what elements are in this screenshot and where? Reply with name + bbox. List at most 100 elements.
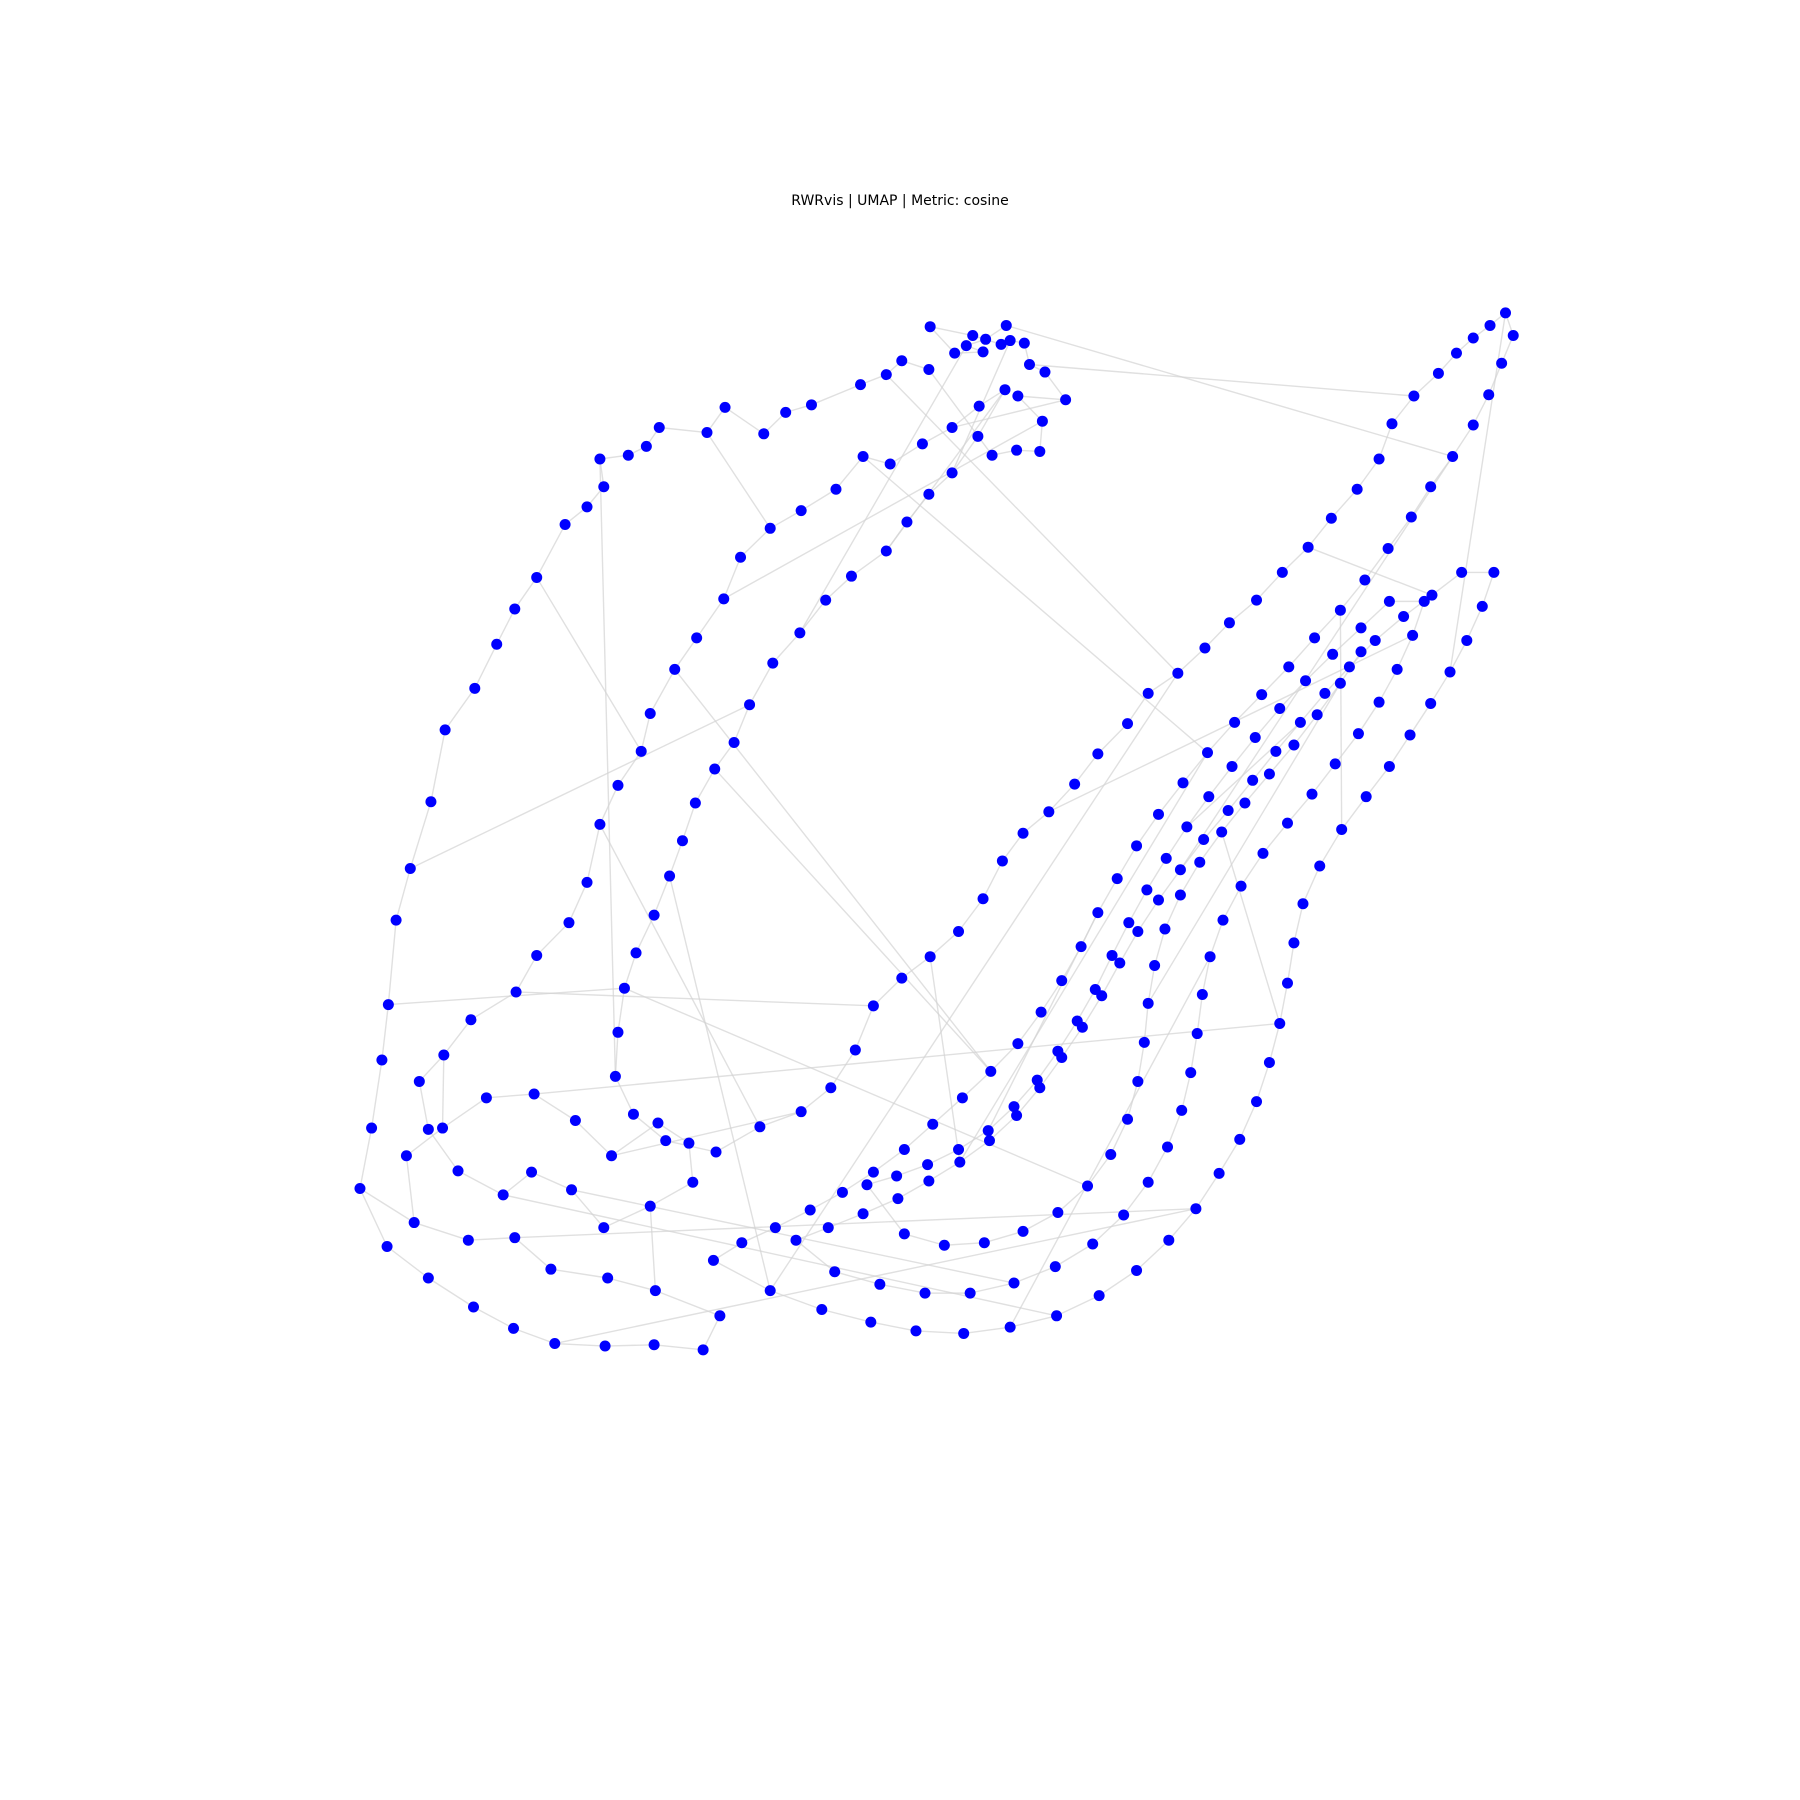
graph-node — [545, 1263, 557, 1275]
graph-node — [1444, 666, 1456, 678]
graph-edge — [1281, 546, 1309, 573]
graph-edge — [649, 1206, 657, 1291]
graph-edge — [1147, 672, 1179, 694]
graph-node — [687, 1176, 699, 1188]
graph-node — [1404, 729, 1416, 741]
graph-edge — [674, 637, 698, 670]
graph-node — [825, 1082, 837, 1094]
graph-node — [1426, 589, 1438, 601]
graph-node — [452, 1165, 464, 1177]
graph-node — [408, 1217, 420, 1229]
graph-node — [1359, 574, 1371, 586]
graph-node — [949, 347, 961, 359]
graph-edge — [740, 527, 771, 558]
graph-node — [1343, 661, 1355, 673]
graph-edge — [1165, 826, 1188, 859]
graph-node — [1309, 632, 1321, 644]
graph-node — [509, 1232, 521, 1244]
graph-node — [972, 430, 984, 442]
graph-edge — [842, 1171, 874, 1193]
graph-node — [531, 571, 543, 583]
graph-node — [769, 1222, 781, 1234]
graph-edge — [1239, 1101, 1258, 1140]
graph-edge — [929, 326, 956, 354]
graph-node — [1174, 889, 1186, 901]
graph-node — [649, 1285, 661, 1297]
graph-edge — [1206, 721, 1236, 754]
graph-edge — [1449, 312, 1507, 673]
graph-edge — [1036, 1050, 1059, 1081]
graph-node — [1281, 977, 1293, 989]
graph-edge — [930, 326, 973, 337]
graph-edge — [889, 443, 923, 465]
graph-edge — [1275, 721, 1301, 752]
graph-node — [1256, 689, 1268, 701]
graph-edge — [963, 1326, 1011, 1335]
graph-edge — [1013, 1079, 1038, 1108]
graph-edge — [903, 1123, 934, 1151]
graph-edge — [1097, 878, 1118, 913]
graph-edge — [1016, 1087, 1041, 1116]
graph-node — [598, 1222, 610, 1234]
graph-edge — [515, 955, 538, 993]
graph-node — [984, 1135, 995, 1147]
graph-edge — [866, 1184, 905, 1235]
graph-edge — [922, 426, 953, 445]
graph-node — [736, 1237, 748, 1249]
graph-node — [1373, 453, 1385, 465]
graph-edge — [657, 1122, 690, 1144]
graph-node — [718, 593, 730, 605]
graph-edge — [1431, 571, 1463, 596]
graph-node — [1302, 541, 1314, 553]
graph-edge — [617, 750, 642, 786]
graph-edge — [653, 875, 671, 916]
graph-edge — [1097, 723, 1129, 755]
graph-edge — [1074, 753, 1099, 785]
graph-node — [804, 1204, 816, 1216]
graph-edge — [1360, 600, 1390, 629]
graph-edge — [1221, 802, 1246, 833]
graph-edge — [1181, 1072, 1192, 1111]
graph-edge — [1137, 1042, 1145, 1082]
graph-edge — [1378, 669, 1398, 703]
graph-node — [1018, 337, 1030, 349]
graph-edge — [897, 1180, 930, 1200]
graph-edge — [959, 752, 1209, 1163]
graph-edge — [1314, 609, 1341, 639]
graph-node — [958, 1327, 970, 1339]
graph-edge — [688, 1143, 694, 1183]
graph-node — [1092, 907, 1104, 919]
graph-node — [581, 501, 593, 513]
graph-edge — [554, 1342, 606, 1347]
graph-edge — [1128, 889, 1148, 924]
graph-node — [820, 594, 832, 606]
graph-node — [898, 1228, 910, 1240]
graph-edge — [1190, 1033, 1198, 1073]
graph-edge — [1472, 394, 1490, 426]
graph-edge — [951, 399, 1066, 429]
graph-edge — [681, 802, 697, 842]
graph-node — [549, 1338, 561, 1350]
graph-node — [1216, 826, 1228, 838]
graph-node — [1507, 330, 1519, 342]
graph-edge — [694, 768, 716, 804]
graph-edge — [959, 1140, 990, 1163]
graph-edge — [1387, 516, 1412, 549]
graph-edge — [442, 1097, 487, 1129]
graph-edge — [928, 1161, 961, 1182]
graph-edge — [387, 920, 397, 1005]
graph-edge — [603, 1205, 651, 1229]
graph-node — [1263, 1057, 1275, 1069]
graph-node — [652, 1117, 664, 1129]
graph-edge — [1166, 1110, 1183, 1148]
graph-node — [1177, 777, 1189, 789]
graph-node — [1314, 860, 1326, 872]
graph-node — [767, 657, 779, 669]
graph-edge — [599, 458, 617, 1077]
graph-edge — [1330, 488, 1358, 519]
graph-edge — [769, 672, 1179, 1291]
graph-edge — [1208, 766, 1233, 798]
graph-edge — [1039, 1057, 1063, 1089]
graph-edge — [1279, 983, 1289, 1024]
graph-edge — [862, 1197, 899, 1215]
